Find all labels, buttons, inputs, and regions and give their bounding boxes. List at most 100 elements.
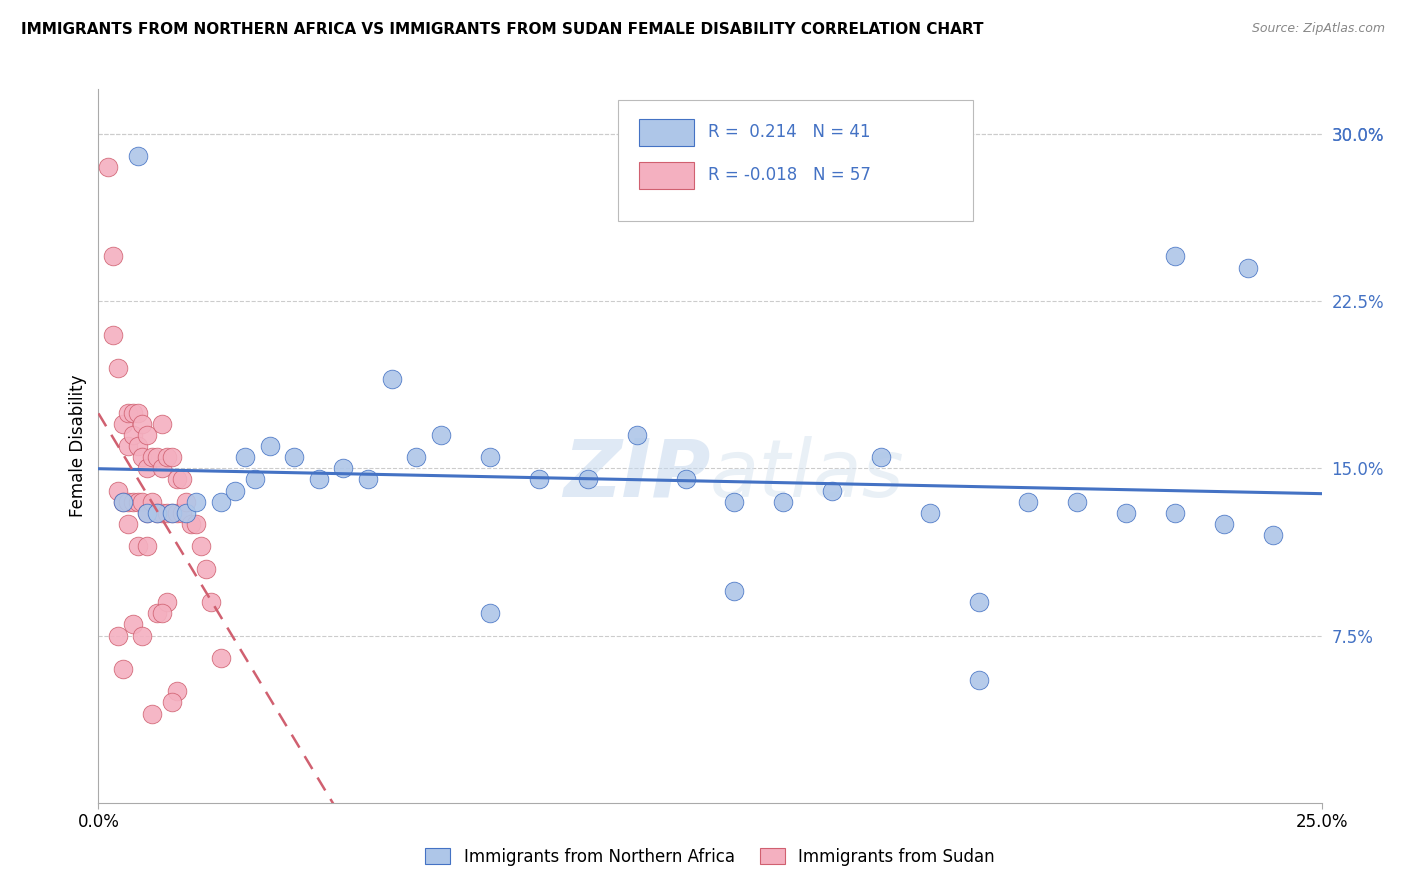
Point <box>283 450 305 465</box>
Point <box>136 539 159 553</box>
Point <box>156 450 179 465</box>
Point <box>1017 494 1039 508</box>
Point <box>176 494 198 508</box>
Point <box>107 360 129 375</box>
Point <box>821 483 844 498</box>
Point <box>405 450 427 465</box>
Point <box>101 327 124 342</box>
Point <box>478 607 501 621</box>
Text: IMMIGRANTS FROM NORTHERN AFRICA VS IMMIGRANTS FROM SUDAN FEMALE DISABILITY CORRE: IMMIGRANTS FROM NORTHERN AFRICA VS IMMIG… <box>21 22 984 37</box>
Point <box>121 427 143 442</box>
Point <box>478 450 501 465</box>
Point <box>1212 517 1234 532</box>
Point <box>186 494 208 508</box>
Point <box>121 494 143 508</box>
Point <box>209 651 232 665</box>
Point <box>1066 494 1088 508</box>
Point <box>150 461 173 475</box>
Point <box>101 249 124 264</box>
Point <box>160 506 183 520</box>
Point <box>190 539 212 553</box>
Point <box>160 506 183 520</box>
Y-axis label: Female Disability: Female Disability <box>69 375 87 517</box>
Point <box>430 427 453 442</box>
Point <box>111 494 134 508</box>
Point <box>136 461 159 475</box>
Point <box>200 595 222 609</box>
Point <box>1164 249 1187 264</box>
Point <box>117 439 139 453</box>
Point <box>117 405 139 420</box>
Point <box>356 473 378 487</box>
Point <box>166 684 188 698</box>
Point <box>97 161 120 175</box>
Point <box>141 494 163 508</box>
Point <box>920 506 942 520</box>
Bar <box>640 120 695 146</box>
Point <box>136 506 159 520</box>
Point <box>1261 528 1284 542</box>
Point <box>723 494 745 508</box>
Point <box>131 417 153 431</box>
Point <box>160 450 183 465</box>
Text: ZIP: ZIP <box>562 435 710 514</box>
Point <box>259 439 281 453</box>
Point <box>146 506 169 520</box>
Point <box>1237 260 1260 275</box>
Point <box>1115 506 1137 520</box>
Point <box>146 607 169 621</box>
Point <box>127 149 149 163</box>
Point <box>967 673 990 687</box>
Point <box>576 473 599 487</box>
Point <box>127 494 149 508</box>
Point <box>772 494 794 508</box>
Point <box>111 662 134 676</box>
Point <box>146 450 169 465</box>
Point <box>156 595 179 609</box>
Point <box>150 417 173 431</box>
Point <box>243 473 266 487</box>
Point <box>136 427 159 442</box>
Point <box>723 583 745 598</box>
Point <box>150 506 173 520</box>
Legend: Immigrants from Northern Africa, Immigrants from Sudan: Immigrants from Northern Africa, Immigra… <box>426 847 994 866</box>
Point <box>209 494 232 508</box>
Point <box>176 506 198 520</box>
Point <box>160 696 183 710</box>
Point <box>224 483 246 498</box>
Point <box>233 450 256 465</box>
Point <box>107 628 129 642</box>
Point <box>166 473 188 487</box>
Point <box>150 607 173 621</box>
Point <box>127 405 149 420</box>
Point <box>186 517 208 532</box>
Point <box>131 494 153 508</box>
Point <box>127 539 149 553</box>
Point <box>146 506 169 520</box>
Point <box>332 461 354 475</box>
Point <box>111 494 134 508</box>
FancyBboxPatch shape <box>619 100 973 221</box>
Point <box>136 506 159 520</box>
Point <box>121 617 143 632</box>
Bar <box>640 162 695 189</box>
Text: Source: ZipAtlas.com: Source: ZipAtlas.com <box>1251 22 1385 36</box>
Text: R = -0.018   N = 57: R = -0.018 N = 57 <box>707 166 870 184</box>
Point <box>141 706 163 721</box>
Point <box>111 417 134 431</box>
Point <box>1164 506 1187 520</box>
Point <box>180 517 202 532</box>
Point <box>170 506 193 520</box>
Point <box>141 450 163 465</box>
Point <box>170 473 193 487</box>
Point <box>121 405 143 420</box>
Point <box>195 562 218 576</box>
Point <box>166 506 188 520</box>
Point <box>117 494 139 508</box>
Point <box>127 439 149 453</box>
Point <box>131 628 153 642</box>
Point <box>967 595 990 609</box>
Point <box>117 517 139 532</box>
Text: atlas: atlas <box>710 435 905 514</box>
Point <box>527 473 550 487</box>
